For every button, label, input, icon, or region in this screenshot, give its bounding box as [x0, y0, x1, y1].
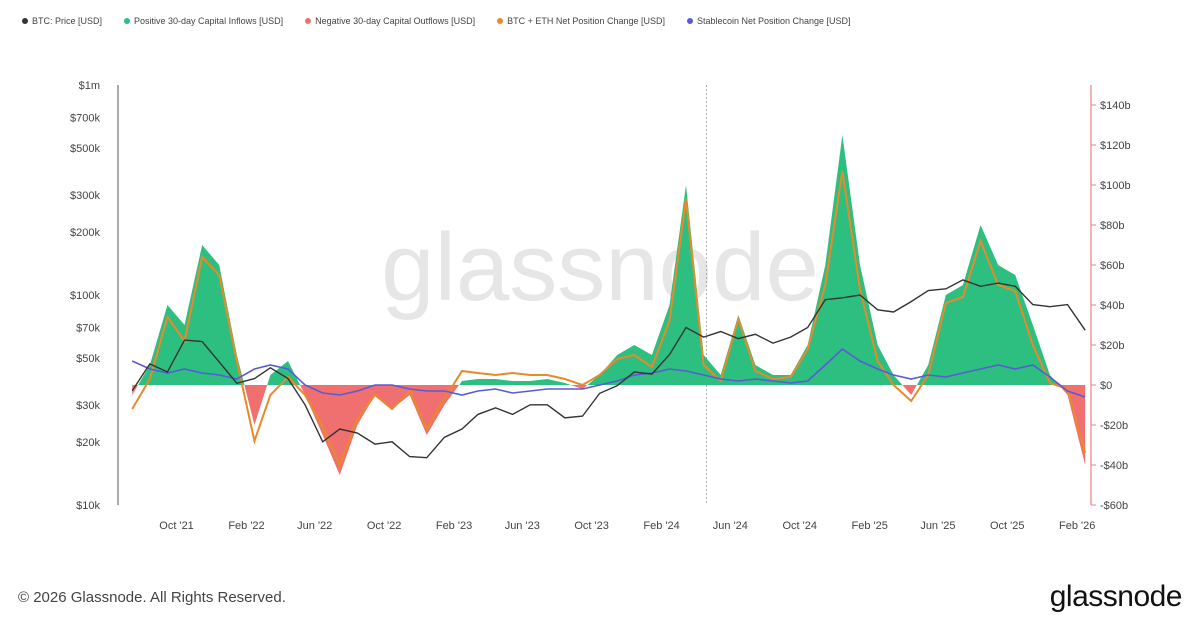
left-tick-label: $300k	[70, 190, 100, 202]
legend-item-btc-eth[interactable]: BTC + ETH Net Position Change [USD]	[497, 16, 665, 26]
left-tick-label: $200k	[70, 227, 100, 239]
chart-plot: glassnode $1m $700k $500k $300k $200k $100k $7…	[70, 80, 1131, 532]
left-tick-label: $70k	[76, 323, 100, 335]
right-tick-label: $20b	[1100, 340, 1124, 352]
legend-dot	[686, 18, 693, 24]
legend-label: BTC + ETH Net Position Change [USD]	[507, 16, 665, 26]
x-tick-label: Feb '26	[1059, 520, 1095, 532]
legend-label: BTC: Price [USD]	[32, 16, 103, 26]
right-tick-label: $0	[1100, 380, 1112, 392]
legend-item-outflows[interactable]: Negative 30-day Capital Outflows [USD]	[305, 16, 475, 26]
legend-dot	[124, 18, 131, 24]
legend-dot	[305, 18, 312, 24]
legend-label: Negative 30-day Capital Outflows [USD]	[315, 16, 476, 26]
left-tick-label: $10k	[76, 500, 100, 512]
x-tick-label: Feb '22	[228, 520, 264, 532]
legend-item-btc-price[interactable]: BTC: Price [USD]	[22, 16, 102, 26]
right-tick-label: -$40b	[1100, 460, 1128, 472]
glassnode-logo[interactable]: glassnode	[1049, 580, 1183, 613]
left-tick-label: $50k	[76, 353, 100, 365]
legend-dot	[22, 18, 28, 24]
right-tick-label: $100b	[1100, 180, 1131, 192]
btc-price-line	[131, 279, 1086, 459]
watermark: glassnode	[381, 214, 819, 321]
x-tick-label: Jun '25	[920, 520, 955, 532]
left-tick-label: $700k	[70, 113, 100, 125]
legend-label: Positive 30-day Capital Inflows [USD]	[134, 16, 284, 26]
x-tick-label: Jun '23	[505, 520, 540, 532]
x-tick-label: Oct '23	[574, 520, 609, 532]
legend: BTC: Price [USD] Positive 30-day Capital…	[22, 16, 851, 26]
x-tick-label: Jun '24	[713, 520, 748, 532]
x-tick-label: Feb '25	[851, 520, 887, 532]
x-tick-label: Oct '24	[782, 520, 817, 532]
legend-dot	[497, 18, 504, 24]
left-tick-label: $1m	[79, 80, 100, 92]
left-tick-label: $500k	[70, 143, 100, 155]
right-tick-label: -$20b	[1100, 420, 1128, 432]
left-tick-label: $20k	[76, 437, 100, 449]
left-tick-label: $100k	[70, 290, 100, 302]
left-tick-label: $30k	[76, 400, 100, 412]
x-tick-label: Oct '25	[990, 520, 1025, 532]
x-tick-label: Jun '22	[297, 520, 332, 532]
x-tick-label: Oct '21	[159, 520, 194, 532]
right-tick-label: $140b	[1100, 100, 1131, 112]
x-tick-label: Feb '23	[436, 520, 472, 532]
right-tick-label: $120b	[1100, 140, 1131, 152]
right-tick-label: -$60b	[1100, 500, 1128, 512]
legend-item-inflows[interactable]: Positive 30-day Capital Inflows [USD]	[124, 16, 283, 26]
copyright: © 2026 Glassnode. All Rights Reserved.	[18, 589, 286, 606]
stablecoin-net-position-line	[131, 347, 1086, 398]
x-tick-label: Oct '22	[367, 520, 402, 532]
legend-label: Stablecoin Net Position Change [USD]	[696, 16, 851, 26]
right-tick-label: $80b	[1100, 220, 1124, 232]
right-tick-label: $60b	[1100, 260, 1124, 272]
legend-item-stablecoin[interactable]: Stablecoin Net Position Change [USD]	[686, 16, 851, 26]
outflow-area	[132, 385, 1086, 475]
btc-eth-net-position-line	[131, 170, 1087, 468]
right-tick-label: $40b	[1100, 300, 1124, 312]
x-tick-label: Feb '24	[643, 520, 679, 532]
